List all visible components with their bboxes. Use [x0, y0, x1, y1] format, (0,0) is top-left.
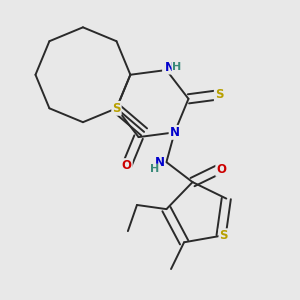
- Text: O: O: [122, 159, 132, 172]
- Text: H: H: [150, 164, 160, 174]
- Text: S: S: [219, 229, 228, 242]
- Text: S: S: [112, 102, 121, 115]
- Text: N: N: [165, 61, 175, 74]
- Text: H: H: [172, 62, 182, 72]
- Text: NH: NH: [163, 62, 182, 72]
- Text: S: S: [215, 88, 223, 101]
- Text: N: N: [169, 126, 180, 139]
- Text: N: N: [155, 156, 165, 169]
- Text: O: O: [216, 163, 226, 176]
